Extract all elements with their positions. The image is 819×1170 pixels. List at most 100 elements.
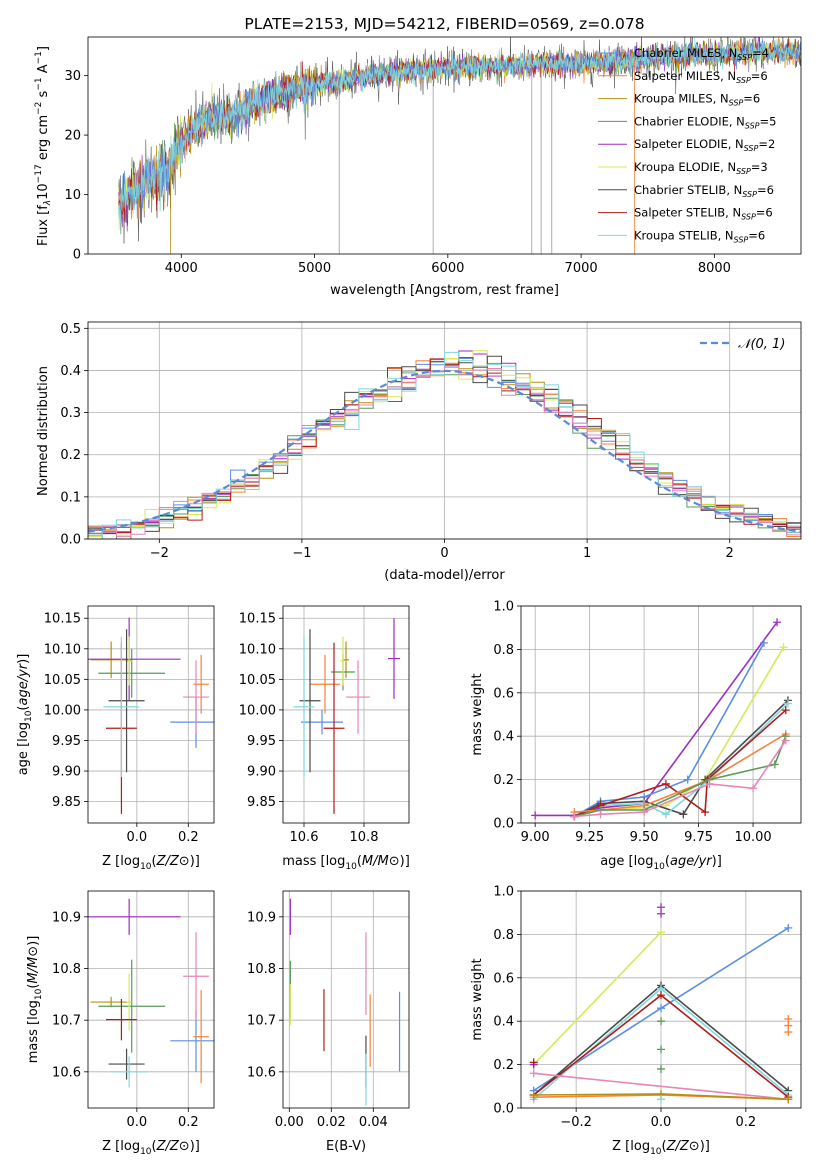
label-part: )] (700, 1139, 710, 1154)
x-tick-label: −2 (150, 546, 169, 561)
data-marker (701, 808, 710, 817)
series-line (574, 703, 789, 818)
x-tick-label: 2 (726, 546, 734, 561)
y-tick-label: 0.5 (60, 322, 81, 337)
data-marker (596, 810, 605, 819)
legend-sub: SSP (736, 76, 751, 85)
data-marker (661, 810, 670, 819)
legend-n: =6 (748, 228, 765, 242)
label-part: )] (400, 854, 410, 869)
y-tick-label: 10.9 (247, 910, 276, 925)
label-part: 10 (345, 862, 357, 872)
x-tick-label: 0.0 (651, 1115, 672, 1130)
series-line (574, 735, 787, 818)
plot-area (118, 37, 801, 254)
y-tick-label: 0.0 (493, 1102, 514, 1117)
data-marker (784, 1095, 793, 1104)
x-axis-label: mass [log10(M/M⊙)] (282, 854, 410, 872)
data-marker (683, 775, 692, 784)
y-tick-label: 30 (64, 69, 81, 84)
panel-3: 10.6 10.8 9.85 9.90 9.95 10.00 10.05 10.10 10.15 (239, 605, 410, 845)
y-tick-label: 0.4 (60, 364, 81, 379)
y-tick-label: 9.85 (247, 795, 276, 810)
y-tick-label: 0.2 (493, 1058, 514, 1073)
label-part: )] (190, 1139, 200, 1154)
x-tick-label: 0.2 (178, 830, 199, 845)
series-line (533, 1072, 789, 1101)
y-tick-label: 0.2 (493, 773, 514, 788)
gaussian-curve (88, 369, 801, 533)
y-axis-label: mass weight (470, 958, 485, 1040)
chart-title: PLATE=2153, MJD=54212, FIBERID=0569, z=0… (244, 15, 644, 33)
label-part: ( (665, 854, 670, 869)
label-part: )] (190, 854, 200, 869)
series-line (574, 709, 787, 818)
y-tick-label: 10.7 (52, 1014, 81, 1029)
data-marker (679, 810, 688, 819)
y-axis-label: Flux [fλ10−17 erg cm−2 s−1 A−1] (34, 46, 53, 246)
legend-n: =6 (757, 183, 774, 197)
data-marker (657, 1004, 665, 1013)
x-tick-label: 0.2 (736, 1115, 757, 1130)
label-part: )] (16, 654, 31, 664)
y-tick-label: 0.4 (493, 1015, 514, 1030)
data-marker (705, 779, 714, 788)
data-marker (773, 618, 782, 627)
legend-label: 𝒩(0, 1) (738, 337, 785, 352)
label-part: age [log (600, 854, 653, 869)
legend-sub: SSP (742, 190, 757, 199)
label-part: 10 (24, 710, 34, 722)
y-label-part: 10 (36, 183, 51, 200)
spectrum-line (118, 37, 801, 226)
legend-label: Kroupa STELIB, NSSP=6 (634, 228, 765, 244)
plot-area (529, 903, 793, 1104)
x-tick-label: 0.00 (275, 1115, 304, 1130)
x-axis-label: (data-model)/error (384, 568, 505, 583)
x-tick-label: −1 (292, 546, 311, 561)
legend-sub: SSP (736, 167, 751, 176)
y-tick-label: 1.0 (493, 600, 514, 615)
y-tick-label: 0.6 (493, 686, 514, 701)
y-label-part: λ (43, 200, 53, 206)
y-tick-label: 10.05 (239, 673, 276, 688)
data-marker (570, 812, 579, 821)
data-marker (749, 784, 758, 793)
x-axis-label: Z [log10(Z/Z⊙)] (612, 1139, 710, 1157)
y-tick-label: 0.2 (60, 448, 81, 463)
x-tick-label: 10.6 (290, 830, 319, 845)
y-label-part: ] (36, 46, 51, 51)
label-part: mass [log (282, 854, 345, 869)
label-part: ( (26, 984, 41, 989)
y-tick-label: 0.8 (493, 643, 514, 658)
label-part: ( (152, 1139, 157, 1154)
panel-4: 9.00 9.25 9.50 9.75 10.00 0.0 0.2 0.4 0.6 0.8 1.0 (493, 600, 802, 845)
x-axis-label: E(B-V) (326, 1139, 366, 1154)
legend-name: Chabrier ELODIE, N (634, 114, 745, 128)
y-tick-label: 9.95 (247, 734, 276, 749)
y-tick-label: 0.6 (493, 971, 514, 986)
legend-label: Chabrier ELODIE, NSSP=5 (634, 114, 776, 130)
y-tick-label: 0.4 (493, 730, 514, 745)
x-tick-label: 1 (583, 546, 591, 561)
grid (521, 890, 801, 1109)
y-axis-label: age [log10(age/yr)] (16, 654, 34, 776)
plot-area (88, 350, 801, 539)
data-marker (783, 699, 792, 708)
y-label-part: −2 (34, 102, 44, 115)
y-label-part: −1 (34, 51, 44, 64)
legend-name: Kroupa STELIB, N (634, 228, 734, 242)
legend-label: Kroupa MILES, NSSP=6 (634, 92, 760, 108)
y-tick-label: 0.1 (60, 490, 81, 505)
legend-name: Kroupa MILES, N (634, 92, 729, 106)
label-part: )] (26, 936, 41, 946)
y-label-part: −17 (34, 164, 44, 183)
y-tick-label: 10.8 (247, 962, 276, 977)
legend-label: Salpeter ELODIE, NSSP=2 (634, 137, 775, 153)
histogram-step (88, 365, 801, 539)
y-tick-label: 0.3 (60, 406, 81, 421)
x-tick-label: 5000 (298, 261, 331, 276)
data-marker (779, 643, 788, 652)
data-marker (770, 760, 779, 769)
label-part: mass [log (26, 1000, 41, 1063)
